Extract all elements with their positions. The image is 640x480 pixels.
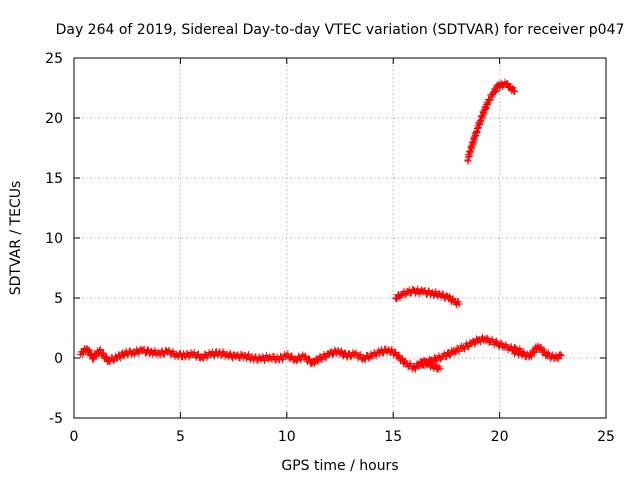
x-axis-label: GPS time / hours bbox=[281, 458, 398, 474]
x-tick-label: 10 bbox=[278, 429, 296, 445]
series-0 bbox=[76, 344, 444, 374]
y-tick-label: 10 bbox=[45, 231, 63, 247]
grid bbox=[74, 58, 606, 418]
data-points bbox=[76, 78, 565, 374]
chart-title: Day 264 of 2019, Sidereal Day-to-day VTE… bbox=[56, 22, 625, 38]
series-2 bbox=[508, 342, 565, 363]
y-axis-label: SDTVAR / TECUs bbox=[8, 181, 24, 296]
series-trace bbox=[77, 344, 443, 374]
series-4 bbox=[464, 78, 518, 165]
tick-labels: 0 5 10 15 20 25 -5 0 5 10 15 20 25 bbox=[45, 51, 615, 445]
series-3 bbox=[391, 285, 463, 309]
x-tick-label: 15 bbox=[384, 429, 402, 445]
x-tick-label: 25 bbox=[597, 429, 615, 445]
y-tick-label: 25 bbox=[45, 51, 63, 67]
y-tick-label: -5 bbox=[49, 411, 63, 427]
y-tick-label: 5 bbox=[54, 291, 63, 307]
x-tick-label: 20 bbox=[491, 429, 509, 445]
series-1 bbox=[417, 333, 527, 370]
series-trace bbox=[464, 78, 518, 165]
plot-frame bbox=[73, 57, 607, 419]
x-tick-label: 5 bbox=[176, 429, 185, 445]
series-trace bbox=[392, 285, 462, 309]
y-tick-label: 15 bbox=[45, 171, 63, 187]
x-tick-label: 0 bbox=[70, 429, 79, 445]
y-tick-label: 20 bbox=[45, 111, 63, 127]
series-trace bbox=[418, 333, 526, 370]
y-tick-label: 0 bbox=[54, 351, 63, 367]
series-trace bbox=[509, 343, 564, 363]
